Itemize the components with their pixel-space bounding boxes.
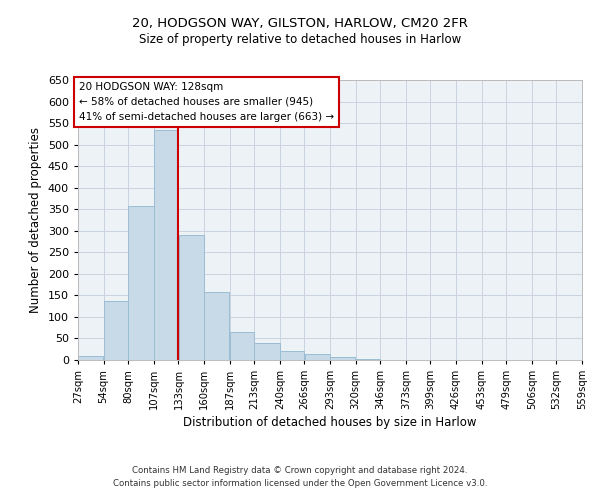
Bar bbox=[254, 343, 280, 360]
Bar bbox=[356, 358, 380, 360]
Text: 20 HODGSON WAY: 128sqm
← 58% of detached houses are smaller (945)
41% of semi-de: 20 HODGSON WAY: 128sqm ← 58% of detached… bbox=[79, 82, 334, 122]
Bar bbox=[154, 130, 178, 360]
Bar bbox=[330, 356, 355, 360]
Text: 20, HODGSON WAY, GILSTON, HARLOW, CM20 2FR: 20, HODGSON WAY, GILSTON, HARLOW, CM20 2… bbox=[132, 18, 468, 30]
Text: Size of property relative to detached houses in Harlow: Size of property relative to detached ho… bbox=[139, 32, 461, 46]
Bar bbox=[204, 292, 229, 360]
Bar bbox=[78, 356, 103, 360]
Text: Contains HM Land Registry data © Crown copyright and database right 2024.
Contai: Contains HM Land Registry data © Crown c… bbox=[113, 466, 487, 487]
Bar bbox=[104, 302, 128, 360]
Bar bbox=[305, 354, 330, 360]
Bar bbox=[280, 352, 304, 360]
Bar bbox=[230, 332, 254, 360]
Bar bbox=[179, 235, 204, 360]
Bar bbox=[128, 206, 154, 360]
X-axis label: Distribution of detached houses by size in Harlow: Distribution of detached houses by size … bbox=[183, 416, 477, 430]
Y-axis label: Number of detached properties: Number of detached properties bbox=[29, 127, 42, 313]
